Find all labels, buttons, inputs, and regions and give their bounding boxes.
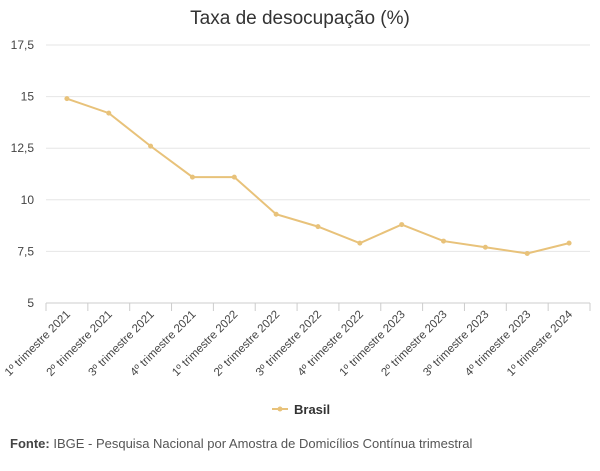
series-layer <box>64 96 572 256</box>
data-point[interactable] <box>399 222 405 228</box>
data-point[interactable] <box>273 211 279 217</box>
source-label: Fonte: <box>10 436 50 451</box>
line-chart: Taxa de desocupação (%) 5 7,5 10 12,5 15 17,5… <box>3 8 591 417</box>
y-tick-label: 12,5 <box>11 141 35 155</box>
y-tick-label: 10 <box>21 193 35 207</box>
data-point[interactable] <box>231 174 237 180</box>
data-point[interactable] <box>106 110 112 116</box>
y-tick-label: 15 <box>21 90 35 104</box>
y-tick-label: 5 <box>27 296 34 310</box>
data-point[interactable] <box>524 250 530 256</box>
y-axis: 5 7,5 10 12,5 15 17,5 <box>11 38 35 310</box>
data-point[interactable] <box>566 240 572 246</box>
data-point[interactable] <box>357 240 363 246</box>
source-text: IBGE - Pesquisa Nacional por Amostra de … <box>49 436 473 451</box>
legend[interactable]: Brasil <box>272 402 330 417</box>
grid-layer <box>46 44 590 304</box>
legend-label[interactable]: Brasil <box>294 402 330 417</box>
data-point[interactable] <box>189 174 195 180</box>
y-tick-label: 17,5 <box>11 38 35 52</box>
data-point[interactable] <box>64 96 70 102</box>
source-note: Fonte: IBGE - Pesquisa Nacional por Amos… <box>10 436 472 451</box>
legend-marker-icon <box>277 406 283 412</box>
data-point[interactable] <box>441 238 447 244</box>
data-point[interactable] <box>482 244 488 250</box>
series-line-brasil <box>66 97 570 255</box>
y-tick-label: 7,5 <box>17 244 34 258</box>
data-point[interactable] <box>315 224 321 230</box>
data-point[interactable] <box>148 143 154 149</box>
chart-title: Taxa de desocupação (%) <box>190 8 410 29</box>
